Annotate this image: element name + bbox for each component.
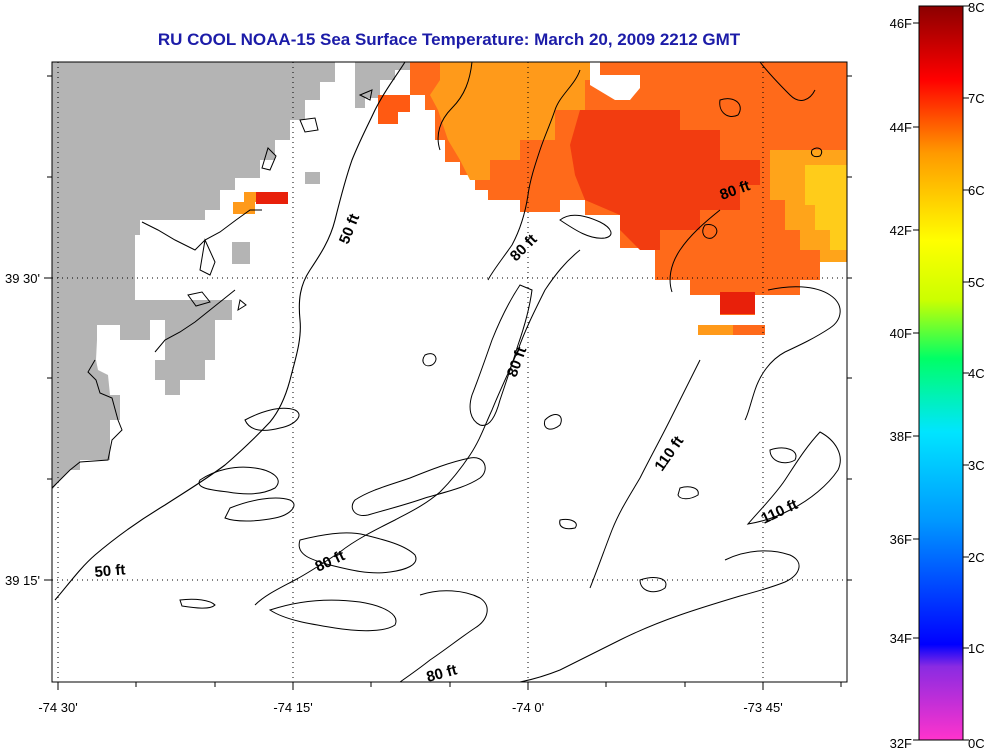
sst-region-west bbox=[378, 95, 410, 124]
colorbar-f-label: 32F bbox=[890, 736, 912, 751]
latitude-label: 39 30' bbox=[5, 271, 40, 286]
map-title: RU COOL NOAA-15 Sea Surface Temperature:… bbox=[157, 30, 741, 49]
cloud-gap bbox=[590, 62, 640, 100]
isobath-80ft bbox=[179, 62, 612, 682]
longitude-label: -74 0' bbox=[512, 700, 544, 715]
colorbar-c-label: 0C bbox=[968, 736, 985, 751]
colorbar-c-label: 3C bbox=[968, 458, 985, 473]
sst-patch bbox=[698, 325, 733, 335]
land-mask bbox=[52, 62, 335, 490]
colorbar-c-label: 8C bbox=[968, 0, 985, 15]
colorbar-f-label: 40F bbox=[890, 326, 912, 341]
colorbar-f-label: 42F bbox=[890, 223, 912, 238]
colorbar-f-label: 44F bbox=[890, 120, 912, 135]
contour-label: 50 ft bbox=[94, 561, 126, 581]
isobath-50ft bbox=[54, 62, 406, 601]
sst-patch bbox=[233, 202, 255, 214]
sst-red-zone bbox=[570, 110, 760, 250]
longitude-label: -73 45' bbox=[743, 700, 782, 715]
coastline bbox=[52, 89, 373, 489]
gridlines bbox=[52, 62, 847, 682]
tick-marks bbox=[44, 75, 852, 690]
colorbar-c-label: 5C bbox=[968, 275, 985, 290]
land-patch bbox=[305, 172, 320, 184]
latitude-label: 39 15' bbox=[5, 573, 40, 588]
colorbar-f-label: 38F bbox=[890, 429, 912, 444]
colorbar-c-label: 6C bbox=[968, 183, 985, 198]
sst-patch bbox=[733, 325, 765, 335]
sst-patch bbox=[244, 192, 256, 202]
land-patch bbox=[232, 242, 250, 264]
colorbar-f-label: 34F bbox=[890, 631, 912, 646]
sst-red-zone bbox=[720, 292, 755, 314]
colorbar-c-label: 4C bbox=[968, 366, 985, 381]
colorbar-ticks bbox=[913, 5, 969, 741]
colorbar-c-label: 1C bbox=[968, 641, 985, 656]
longitude-label: -74 30' bbox=[38, 700, 77, 715]
land-mask-north bbox=[355, 62, 410, 108]
colorbar bbox=[918, 5, 964, 741]
sst-yellow-zone bbox=[805, 165, 847, 250]
colorbar-c-label: 2C bbox=[968, 550, 985, 565]
sst-orange-zone bbox=[430, 62, 600, 180]
colorbar-f-label: 46F bbox=[890, 16, 912, 31]
land-mask-east bbox=[155, 300, 232, 395]
colorbar-f-label: 36F bbox=[890, 532, 912, 547]
longitude-label: -74 15' bbox=[273, 700, 312, 715]
sst-patch bbox=[256, 192, 288, 204]
isobath-110ft bbox=[519, 62, 841, 682]
colorbar-c-label: 7C bbox=[968, 91, 985, 106]
